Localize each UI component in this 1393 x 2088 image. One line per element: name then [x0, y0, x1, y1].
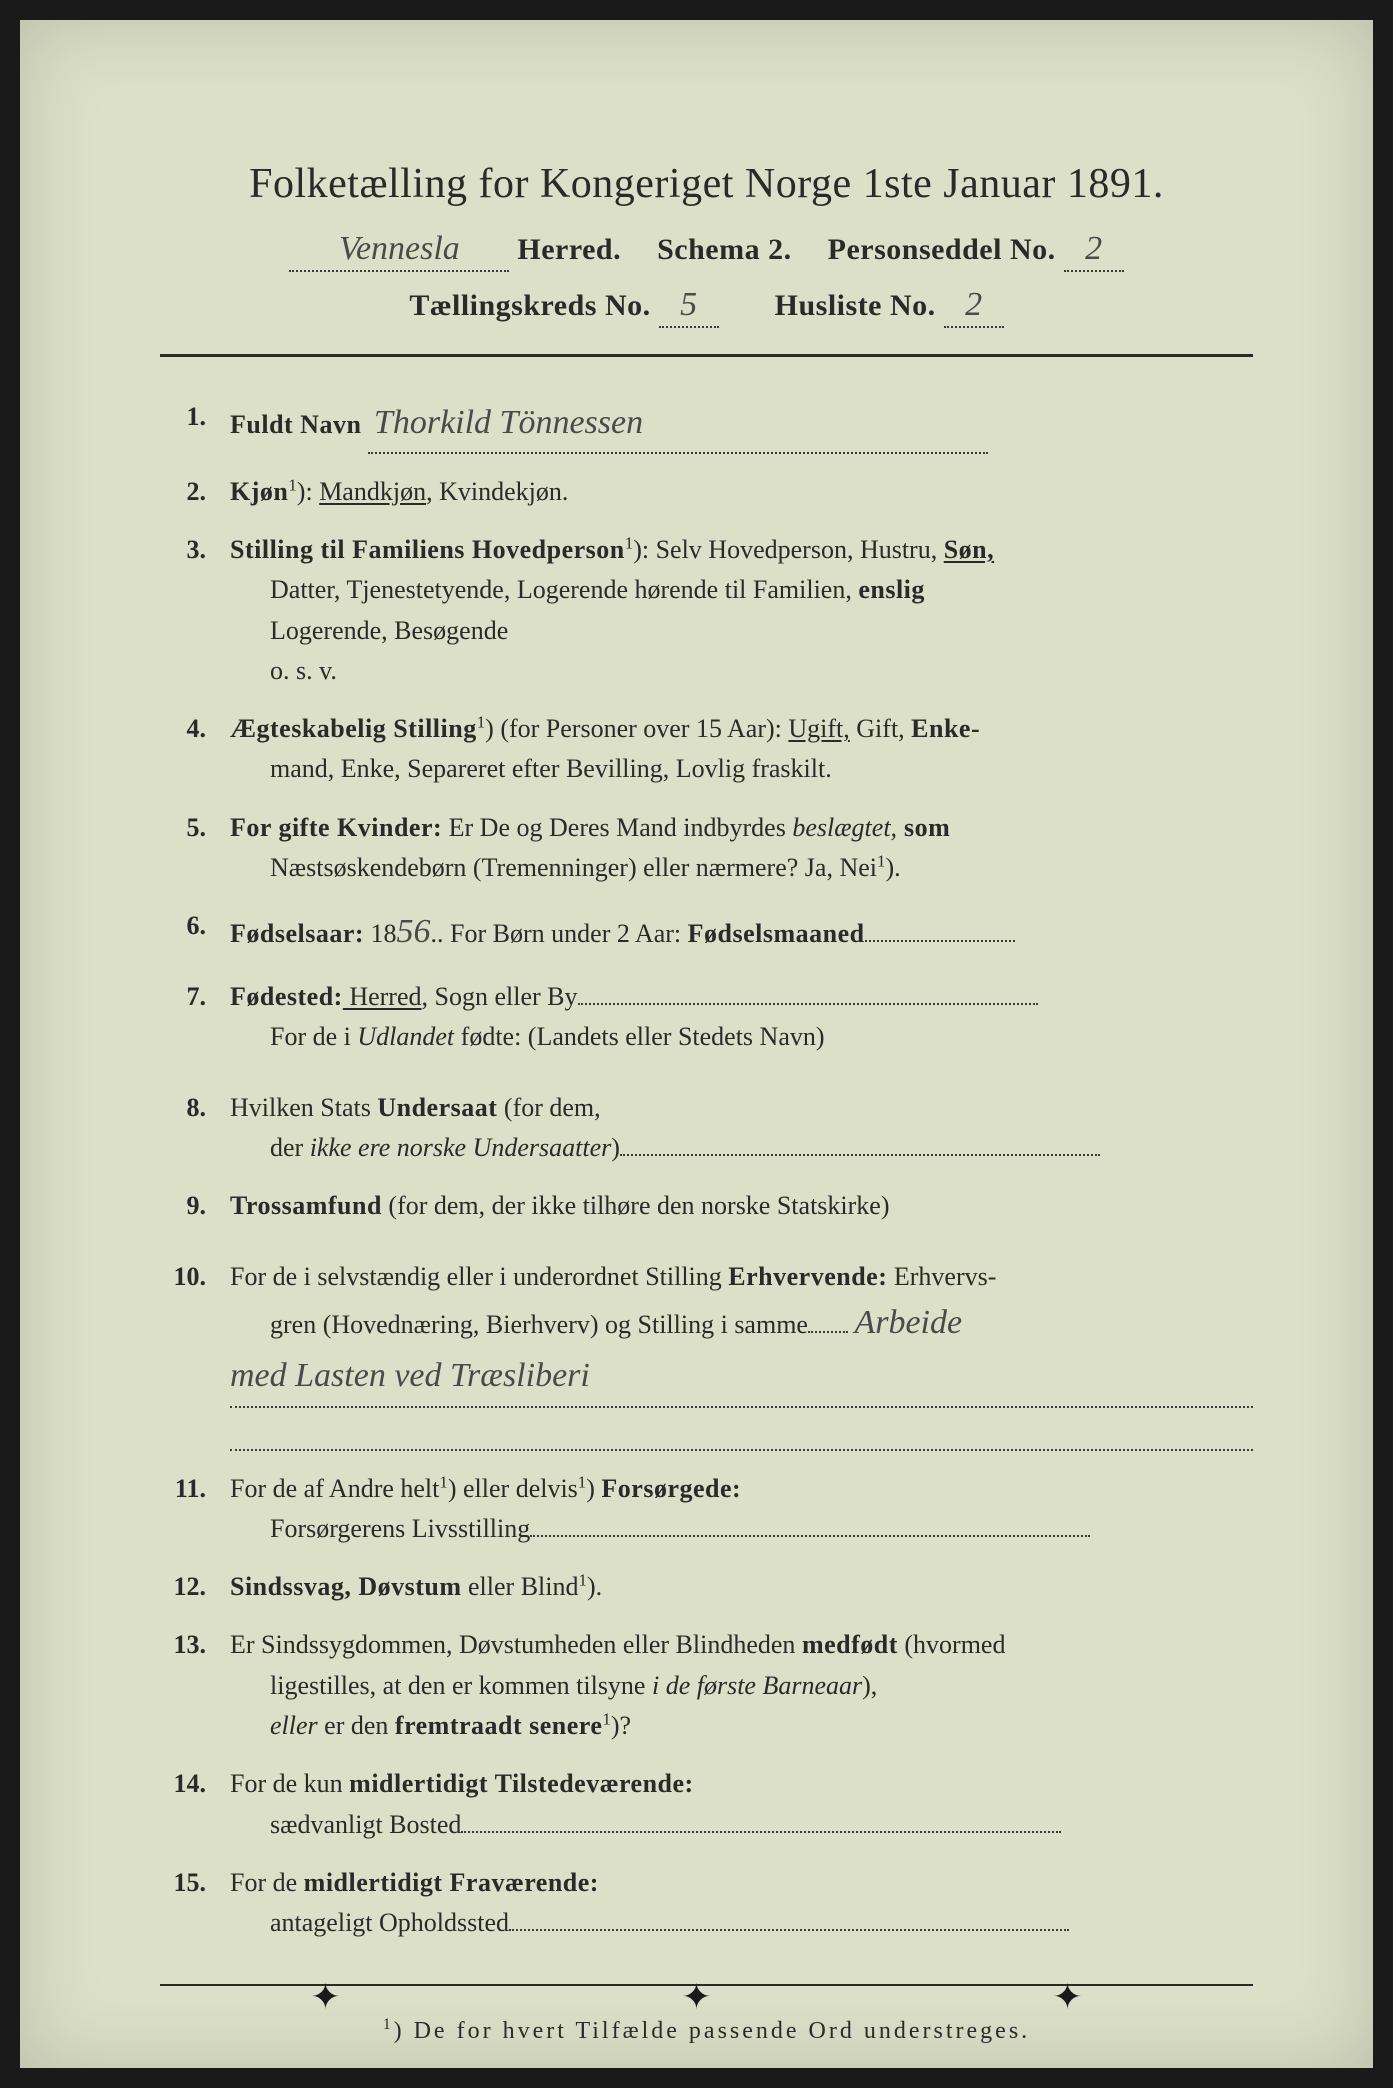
item-9: 9. Trossamfund (for dem, der ikke tilhør… — [170, 1186, 1253, 1226]
occupation-value-2: med Lasten ved Træsliberi — [230, 1357, 590, 1394]
birth-year-value: 56 — [397, 913, 431, 950]
item-number: 11. — [170, 1469, 230, 1509]
marker-right: ✦ — [1052, 1976, 1082, 2018]
item-number: 1. — [170, 397, 230, 437]
item-8: 8. Hvilken Stats Undersaat (for dem, der… — [170, 1088, 1253, 1169]
kreds-value: 5 — [659, 286, 719, 328]
item-label: Fødselsaar: — [230, 919, 364, 948]
person-value: 2 — [1064, 230, 1124, 272]
item-number: 13. — [170, 1625, 230, 1665]
item-number: 9. — [170, 1186, 230, 1226]
item-6: 6. Fødselsaar: 1856.. For Børn under 2 A… — [170, 906, 1253, 959]
marker-mid: ✦ — [681, 1976, 711, 2018]
item-label: Erhvervende: — [728, 1262, 887, 1291]
item-label: Fødested: — [230, 982, 343, 1011]
item-label: Fuldt Navn — [230, 410, 361, 439]
item-number: 3. — [170, 530, 230, 570]
item-number: 6. — [170, 906, 230, 946]
item-4: 4. Ægteskabelig Stilling1) (for Personer… — [170, 709, 1253, 790]
husliste-value: 2 — [944, 286, 1004, 328]
item-number: 14. — [170, 1764, 230, 1804]
selected-birthplace: Herred — [343, 982, 422, 1011]
item-label: Stilling til Familiens Hovedperson — [230, 535, 625, 564]
document-header: Folketælling for Kongeriget Norge 1ste J… — [160, 160, 1253, 357]
item-label: midlertidigt Tilstedeværende: — [349, 1769, 694, 1798]
selected-gender: Mandkjøn — [319, 477, 426, 506]
herred-label: Herred. — [517, 233, 621, 267]
item-number: 15. — [170, 1863, 230, 1903]
item-label: Forsørgede: — [601, 1474, 741, 1503]
item-7: 7. Fødested: Herred, Sogn eller By For d… — [170, 977, 1253, 1058]
occupation-value-1: Arbeide — [854, 1304, 962, 1341]
document-title: Folketælling for Kongeriget Norge 1ste J… — [160, 160, 1253, 208]
item-label: midlertidigt Fraværende: — [304, 1868, 599, 1897]
person-label: Personseddel No. — [828, 233, 1056, 267]
item-number: 2. — [170, 472, 230, 512]
item-label: Sindssvag, Døvstum — [230, 1572, 462, 1601]
kreds-label: Tællingskreds No. — [409, 289, 650, 323]
census-document-page: Folketælling for Kongeriget Norge 1ste J… — [20, 20, 1373, 2068]
item-15: 15. For de midlertidigt Fraværende: anta… — [170, 1863, 1253, 1944]
item-number: 12. — [170, 1567, 230, 1607]
item-label: Kjøn — [230, 477, 288, 506]
marker-left: ✦ — [310, 1976, 340, 2018]
footnote: 1) De for hvert Tilfælde passende Ord un… — [160, 2016, 1253, 2045]
item-label: Undersaat — [377, 1093, 497, 1122]
selected-marital: Ugift, — [788, 714, 849, 743]
item-number: 5. — [170, 808, 230, 848]
item-label: Trossamfund — [230, 1191, 382, 1220]
schema-label: Schema 2. — [657, 233, 792, 267]
name-value: Thorkild Tönnessen — [368, 397, 988, 454]
item-3: 3. Stilling til Familiens Hovedperson1):… — [170, 530, 1253, 691]
item-label: For gifte Kvinder: — [230, 813, 442, 842]
item-13: 13. Er Sindssygdommen, Døvstumheden elle… — [170, 1625, 1253, 1746]
item-2: 2. Kjøn1): Mandkjøn, Kvindekjøn. — [170, 472, 1253, 512]
header-line-1: Vennesla Herred. Schema 2. Personseddel … — [160, 230, 1253, 272]
page-markers: ✦ ✦ ✦ — [20, 1976, 1373, 2018]
form-items: 1. Fuldt Navn Thorkild Tönnessen 2. Kjøn… — [160, 397, 1253, 1944]
item-label: Ægteskabelig Stilling — [230, 714, 477, 743]
item-number: 10. — [170, 1257, 230, 1297]
item-14: 14. For de kun midlertidigt Tilstedevære… — [170, 1764, 1253, 1845]
item-5: 5. For gifte Kvinder: Er De og Deres Man… — [170, 808, 1253, 889]
item-12: 12. Sindssvag, Døvstum eller Blind1). — [170, 1567, 1253, 1607]
item-11: 11. For de af Andre helt1) eller delvis1… — [170, 1469, 1253, 1550]
item-10: 10. For de i selvstændig eller i underor… — [170, 1257, 1253, 1451]
header-line-2: Tællingskreds No. 5 Husliste No. 2 — [160, 286, 1253, 328]
header-rule — [160, 354, 1253, 357]
item-number: 8. — [170, 1088, 230, 1128]
item-number: 4. — [170, 709, 230, 749]
item-number: 7. — [170, 977, 230, 1017]
selected-relation: Søn, — [944, 535, 994, 564]
herred-value: Vennesla — [289, 230, 509, 272]
husliste-label: Husliste No. — [775, 289, 936, 323]
item-1: 1. Fuldt Navn Thorkild Tönnessen — [170, 397, 1253, 454]
